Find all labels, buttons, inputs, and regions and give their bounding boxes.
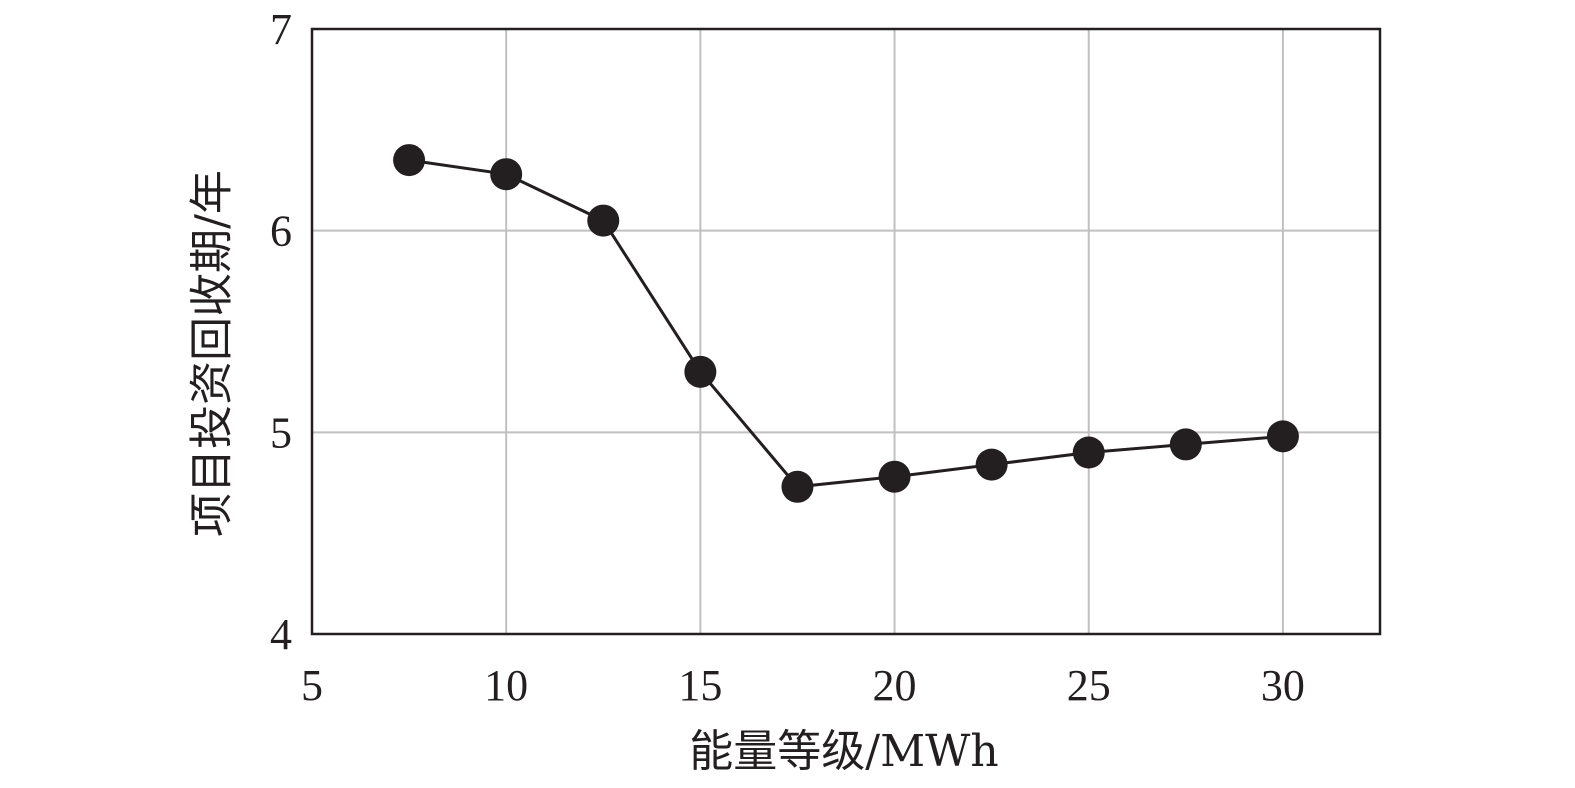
x-tick-label: 15 [678, 661, 722, 710]
gridlines [312, 29, 1380, 634]
x-axis-title: 能量等级/MWh [689, 726, 998, 777]
y-tick-label: 5 [270, 408, 292, 457]
data-point [975, 448, 1008, 481]
data-point [393, 144, 426, 177]
y-tick-label: 6 [270, 207, 292, 256]
series-line [408, 158, 1284, 489]
data-point [587, 204, 620, 237]
data-point [1169, 428, 1202, 461]
x-axis-tick-labels: 5 10 15 20 25 30 [301, 661, 1305, 710]
x-tick-label: 20 [873, 661, 917, 710]
x-tick-label: 5 [301, 661, 323, 710]
data-point [490, 158, 523, 191]
data-point [1072, 436, 1105, 469]
data-point [878, 460, 911, 493]
y-tick-label: 7 [270, 5, 292, 54]
data-point [684, 355, 717, 388]
y-tick-label: 4 [270, 610, 292, 659]
plot-area-frame [310, 27, 1382, 636]
data-point [781, 470, 814, 503]
y-axis-tick-labels: 4 5 6 7 [270, 5, 292, 659]
y-axis-title: 项目投资回收期/年 [187, 170, 238, 537]
x-tick-label: 30 [1261, 661, 1305, 710]
data-point [1266, 420, 1299, 453]
series-group [393, 144, 1299, 503]
x-tick-label: 25 [1067, 661, 1111, 710]
x-tick-label: 10 [484, 661, 528, 710]
